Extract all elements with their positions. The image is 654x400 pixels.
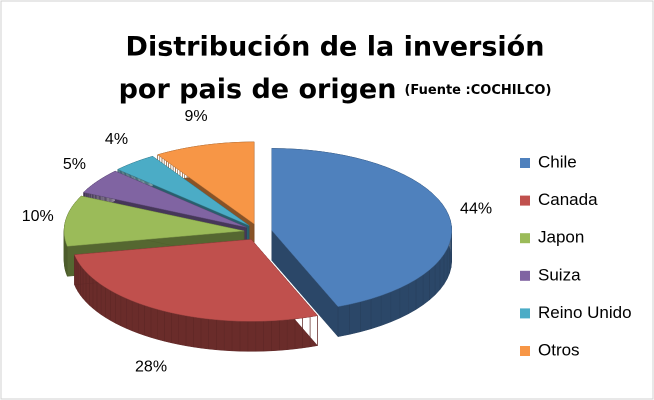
data-label: 5% — [63, 156, 86, 173]
chart-title-line: por pais de origen (Fuente :COCHILCO) — [119, 74, 552, 105]
legend-label: Suiza — [538, 265, 581, 284]
pie-slice — [271, 148, 452, 307]
slice-group — [271, 148, 452, 338]
data-label: 28% — [135, 358, 167, 375]
pie-slice — [157, 141, 255, 225]
legend-swatch — [520, 158, 530, 168]
data-label: 10% — [22, 208, 54, 225]
legend-swatch — [520, 233, 530, 244]
pie-slice — [63, 195, 245, 247]
slice-group — [74, 238, 318, 352]
chart-title: Distribución de la inversión — [126, 32, 545, 63]
legend-swatch — [520, 270, 530, 281]
data-label: 4% — [105, 131, 128, 148]
legend-label: Reino Unido — [538, 303, 632, 322]
pie-slice — [117, 156, 250, 226]
chart-title: por pais de origen — [119, 74, 397, 105]
legend-label: Japon — [538, 228, 584, 247]
legend-label: Chile — [538, 152, 577, 171]
chart-subtitle: (Fuente :COCHILCO) — [404, 83, 551, 98]
legend-swatch — [520, 308, 530, 319]
legend-swatch — [520, 346, 530, 356]
pie-slice — [83, 170, 247, 228]
data-label: 44% — [460, 201, 492, 218]
pie-slice — [74, 239, 318, 322]
legend-label: Canada — [538, 190, 598, 209]
legend-swatch — [520, 195, 530, 206]
data-label: 9% — [185, 108, 208, 125]
legend-label: Otros — [538, 340, 580, 359]
